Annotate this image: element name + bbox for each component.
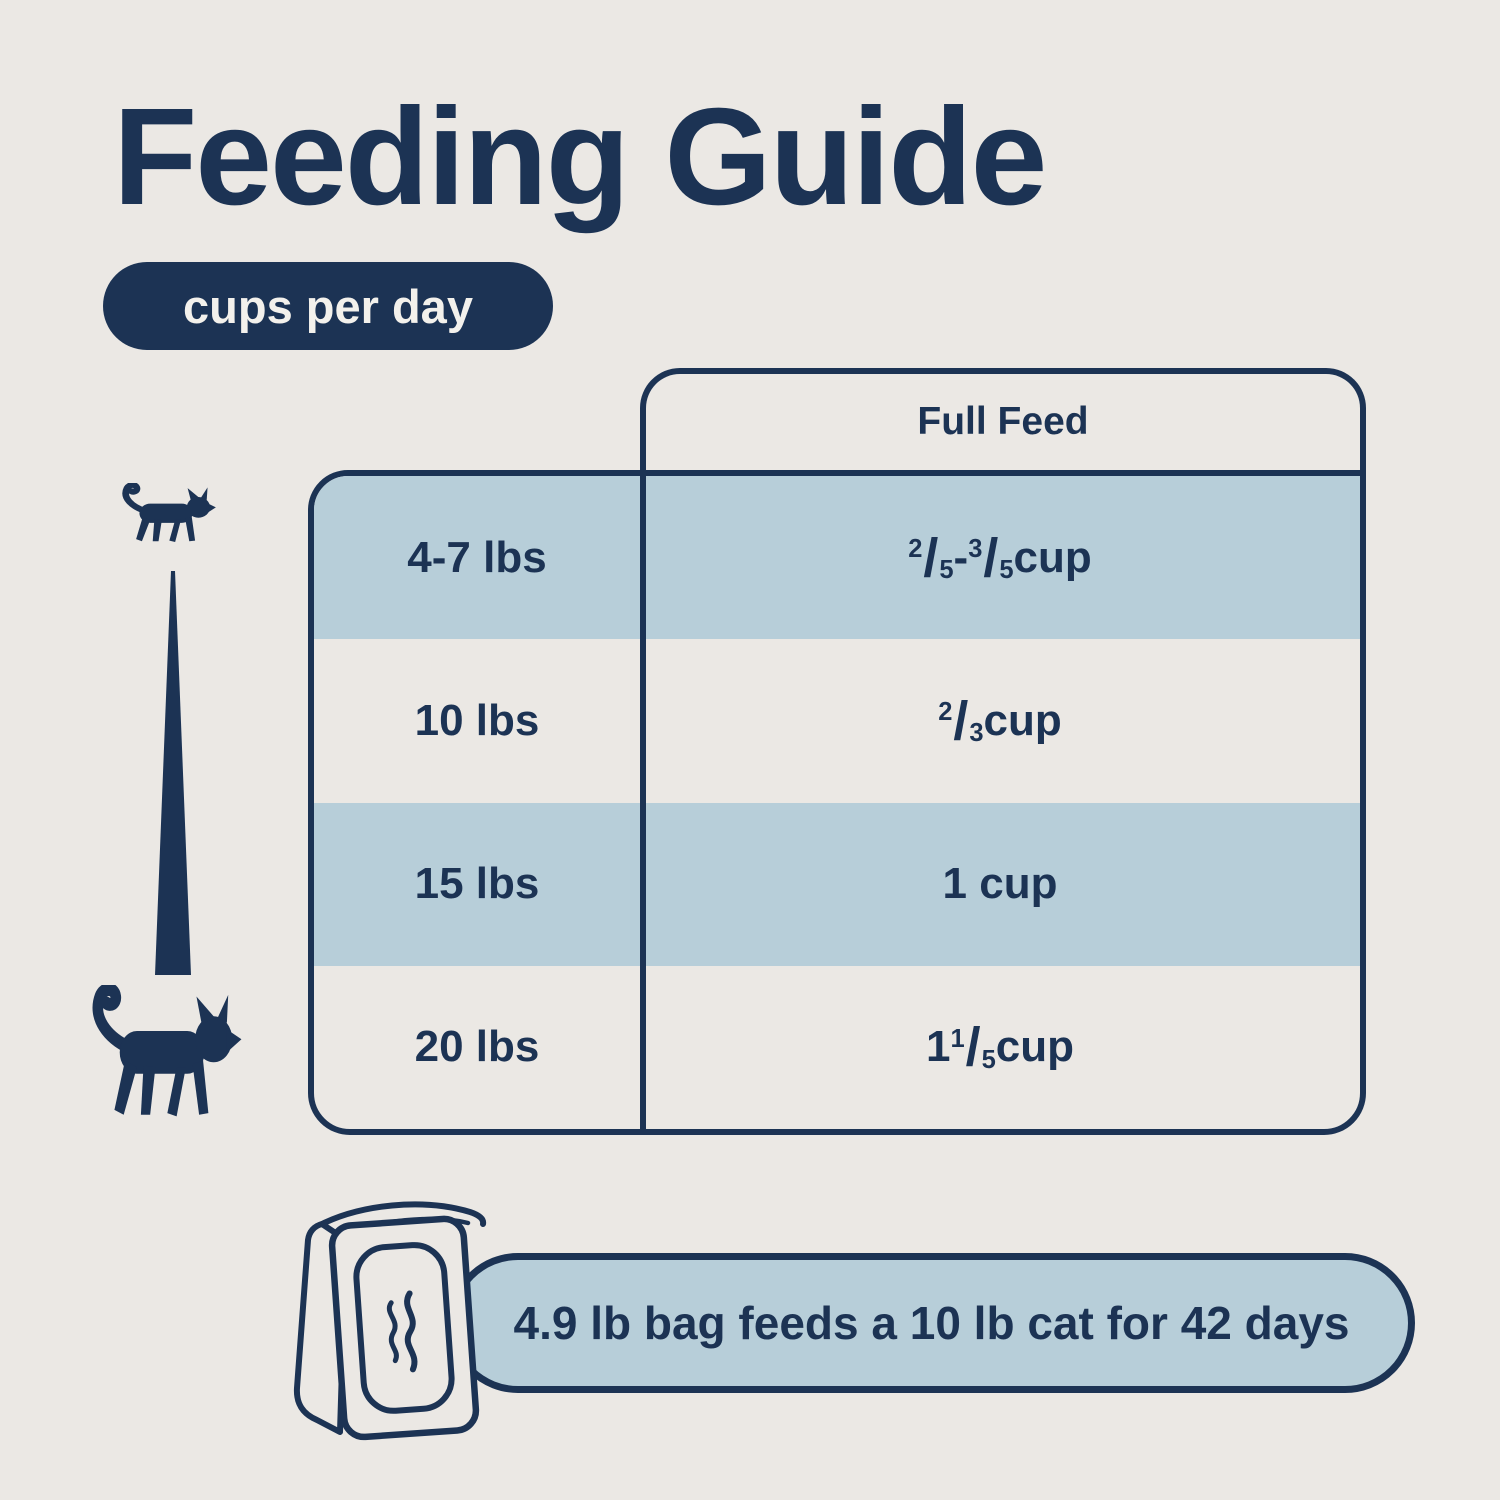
large-cat-icon — [92, 985, 242, 1117]
pet-food-bag-icon — [293, 1201, 487, 1441]
amount-cell: 1 1/5 cup — [925, 1017, 1075, 1078]
weight-cell: 20 lbs — [414, 1022, 540, 1072]
table-row: 20 lbs 1 1/5 cup — [314, 966, 1360, 1129]
bag-flap-line — [315, 1201, 487, 1229]
steam-icon — [386, 1300, 399, 1364]
amount-cell: 2/5 - 3/5 cup — [908, 527, 1092, 588]
amount-cell: 2/3 cup — [938, 690, 1062, 751]
steam-icon — [404, 1290, 418, 1373]
full-feed-label: Full Feed — [917, 400, 1089, 443]
table-row: 4-7 lbs 2/5 - 3/5 cup — [314, 476, 1360, 640]
bag-window — [353, 1242, 455, 1414]
small-cat-icon — [122, 483, 216, 543]
size-scale-taper-icon — [155, 571, 191, 975]
bag-feeds-note: 4.9 lb bag feeds a 10 lb cat for 42 days — [513, 1297, 1350, 1349]
page-title: Feeding Guide — [113, 80, 1047, 234]
weight-cell: 10 lbs — [414, 695, 540, 745]
cups-per-day-badge: cups per day — [103, 262, 553, 350]
table-row: 15 lbs 1 cup — [314, 802, 1360, 966]
weight-cell: 4-7 lbs — [407, 532, 547, 582]
table-row: 10 lbs 2/3 cup — [314, 639, 1360, 802]
weight-cell: 15 lbs — [414, 859, 540, 909]
bag-front-panel — [328, 1215, 480, 1441]
bag-feeds-note-pill: 4.9 lb bag feeds a 10 lb cat for 42 days — [448, 1253, 1415, 1393]
amount-cell: 1 cup — [942, 859, 1058, 909]
cups-per-day-label: cups per day — [183, 279, 473, 333]
feeding-table: 4-7 lbs 2/5 - 3/5 cup 10 lbs 2/3 cup 15 … — [308, 470, 1366, 1135]
full-feed-column-header: Full Feed — [640, 368, 1366, 470]
table-column-divider — [640, 470, 646, 1133]
